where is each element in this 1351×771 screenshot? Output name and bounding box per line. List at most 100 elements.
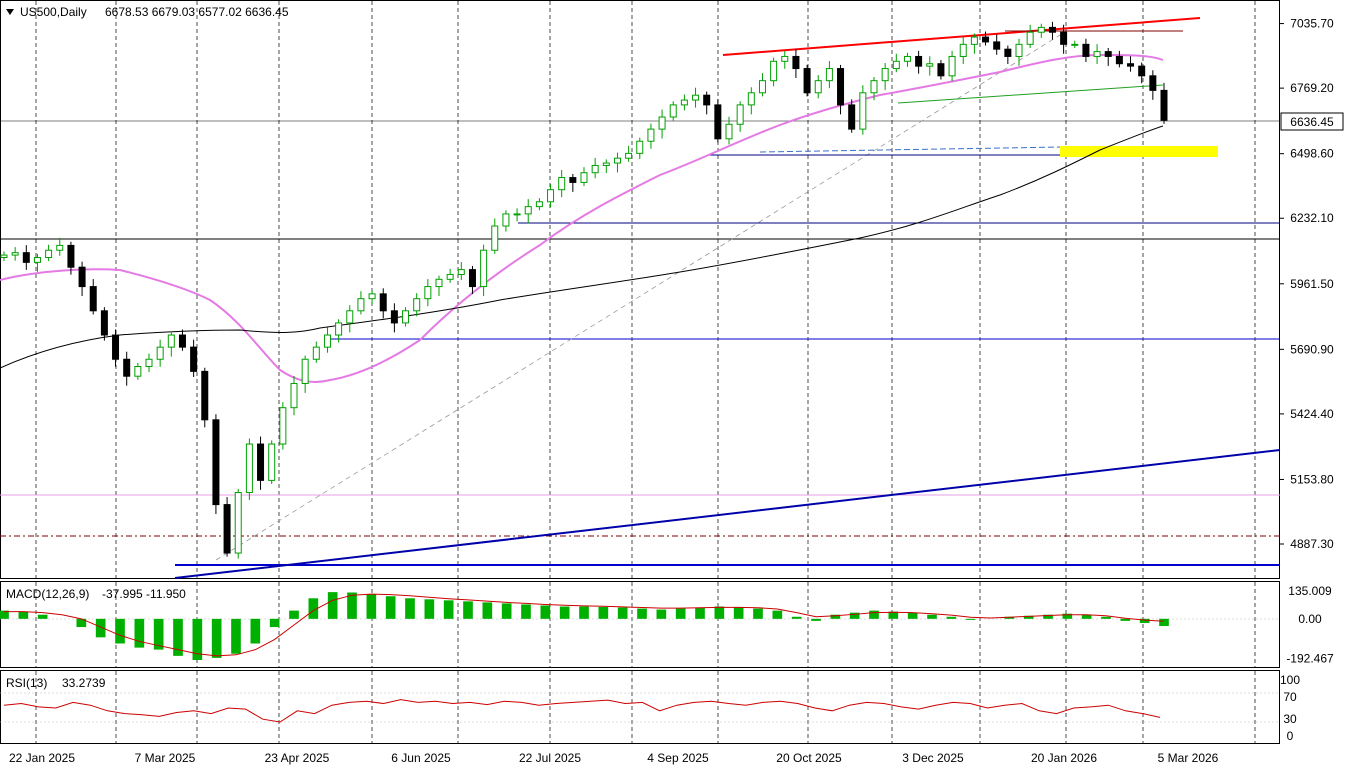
candle-body [1127, 63, 1135, 67]
triangle-down-icon[interactable] [6, 9, 14, 15]
candle-body [424, 286, 432, 300]
candle-body [848, 104, 856, 130]
candle-body [535, 201, 543, 208]
price-title: US500,Daily [20, 5, 87, 19]
long-trendline [174, 449, 1281, 579]
time-axis: 22 Jan 2025 7 Mar 2025 23 Apr 2025 6 Jun 20… [9, 751, 1219, 765]
macd-tick-label: -192.467 [1286, 651, 1334, 665]
candle-body [312, 346, 320, 360]
diagonal-dashed-trendline [215, 34, 1061, 561]
candle-body [22, 252, 30, 263]
candle-body [346, 310, 354, 324]
price-tick-label: 5690.90 [1290, 342, 1334, 356]
candle-body [1026, 31, 1034, 45]
candle-body [1160, 89, 1168, 121]
candle-body [1115, 55, 1123, 65]
candle-body [781, 55, 789, 62]
candle-body [714, 104, 722, 140]
green-trendline [897, 84, 1164, 104]
candle-body [892, 60, 900, 70]
candle-body [134, 366, 142, 377]
candle-body [301, 358, 309, 384]
candle-body [379, 293, 387, 312]
ohlc-values: 6678.53 6679.03 6577.02 6636.45 [105, 5, 289, 19]
macd-values: -37.995 -11.950 [102, 587, 186, 601]
time-tick-label: 22 Jul 2025 [519, 751, 581, 765]
time-tick-label: 5 Mar 2026 [1158, 751, 1219, 765]
price-tick-label: 7035.70 [1290, 17, 1334, 31]
candle-body [1071, 43, 1079, 46]
candle-body [335, 322, 343, 336]
candle-body [435, 278, 443, 288]
candle-body [792, 55, 800, 70]
upper-channel-line [722, 17, 1201, 56]
candle-body [602, 162, 610, 166]
candle-body [390, 310, 398, 324]
candle-body [480, 249, 488, 288]
candle-body [56, 244, 64, 251]
candle-body [970, 36, 978, 45]
last-price-label: 6636.45 [1290, 115, 1334, 129]
candle-body [145, 358, 153, 368]
time-tick-label: 6 Jun 2025 [391, 751, 451, 765]
candle-body [881, 68, 889, 82]
candle-body [123, 358, 131, 377]
candle-body [45, 249, 53, 259]
candle-body [89, 286, 97, 312]
candle-body [100, 310, 108, 336]
candle-body [859, 92, 867, 130]
macd-tick-label: 0.00 [1298, 612, 1322, 626]
yellow-highlight-zone [1060, 146, 1218, 157]
candle-body [870, 80, 878, 94]
candlestick-series [0, 21, 1168, 559]
candle-body [747, 92, 755, 106]
candle-body [190, 346, 198, 372]
candle-body [178, 334, 186, 348]
candle-body [982, 36, 990, 43]
candle-body [245, 443, 253, 493]
candle-body [837, 68, 845, 106]
candle-body [814, 80, 822, 94]
candle-body [1093, 51, 1101, 57]
candle-body [937, 63, 945, 77]
candle-body [1104, 51, 1112, 57]
candle-body [1004, 48, 1012, 57]
candle-body [513, 213, 521, 216]
candle-body [1037, 26, 1045, 33]
candle-body [926, 63, 934, 67]
candle-body [1060, 31, 1068, 45]
last-price-box [1280, 112, 1344, 131]
ma-black-line [0, 125, 1164, 369]
time-tick-label: 3 Dec 2025 [902, 751, 964, 765]
price-tick-label: 5424.40 [1290, 407, 1334, 421]
price-tick-label: 5153.80 [1290, 472, 1334, 486]
candle-body [903, 55, 911, 62]
candle-body [1082, 43, 1090, 57]
candle-body [680, 99, 688, 106]
rsi-tick-label: 30 [1283, 712, 1297, 726]
macd-series [0, 592, 1169, 660]
candle-body [658, 116, 666, 130]
rsi-tick-label: 0 [1287, 729, 1294, 743]
candle-body [591, 164, 599, 174]
candle-body [558, 177, 566, 191]
price-axis: 7035.70 6769.20 6498.60 6232.10 5961.50 5690.… [1280, 17, 1334, 551]
macd-tick-label: 135.009 [1288, 584, 1332, 598]
rsi-series [3, 699, 1161, 723]
candle-body [279, 407, 287, 445]
candle-body [825, 68, 833, 82]
candle-body [67, 244, 75, 268]
candle-body [1138, 65, 1146, 77]
time-tick-label: 4 Sep 2025 [647, 751, 709, 765]
time-tick-label: 20 Oct 2025 [776, 751, 842, 765]
candle-body [758, 80, 766, 94]
price-tick-label: 6232.10 [1290, 211, 1334, 225]
candle-body [647, 128, 655, 142]
candle-body [413, 298, 421, 312]
time-tick-label: 20 Jan 2026 [1031, 751, 1097, 765]
candle-body [457, 269, 465, 275]
candle-body [1149, 75, 1157, 91]
candle-body [112, 334, 120, 360]
rsi-tick-label: 100 [1280, 673, 1300, 687]
